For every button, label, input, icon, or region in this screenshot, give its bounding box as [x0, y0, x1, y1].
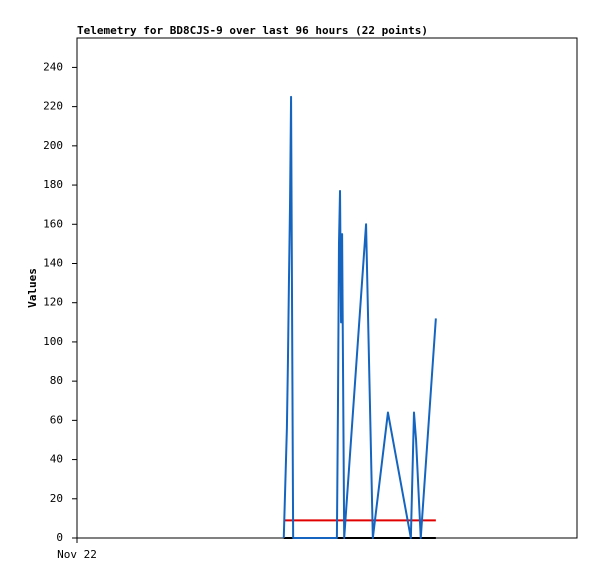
y-tick-label: 200 [43, 139, 63, 152]
y-tick-label: 100 [43, 335, 63, 348]
y-tick-label: 220 [43, 100, 63, 113]
plot-frame [76, 37, 578, 539]
y-tick-label: 120 [43, 296, 63, 309]
y-tick-label: 60 [50, 413, 63, 426]
y-tick-label: 160 [43, 217, 63, 230]
y-tick-label: 240 [43, 60, 63, 73]
chart-title: Telemetry for BD8CJS-9 over last 96 hour… [77, 24, 428, 37]
series-line [282, 95, 437, 539]
y-tick-label: 20 [50, 492, 63, 505]
y-tick-label: 0 [56, 531, 63, 544]
y-tick-label: 40 [50, 453, 63, 466]
y-tick-label: 140 [43, 256, 63, 269]
y-tick-label: 180 [43, 178, 63, 191]
y-tick-label: 80 [50, 374, 63, 387]
x-tick-label: Nov 22 [57, 548, 97, 561]
y-axis-label: Values [26, 268, 39, 308]
